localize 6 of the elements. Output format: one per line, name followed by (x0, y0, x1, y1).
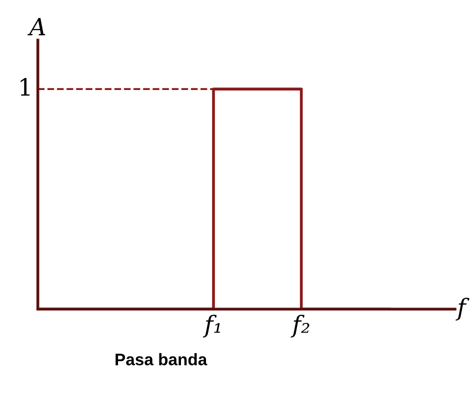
y-axis-title: A (28, 18, 46, 36)
x-tick-label: f₁ (202, 314, 220, 338)
x-tick-label: f₂ (290, 314, 310, 338)
x-axis-title: f (456, 298, 470, 321)
ref-line-label: 1 (20, 78, 30, 96)
text: Pasa banda (116, 353, 208, 366)
